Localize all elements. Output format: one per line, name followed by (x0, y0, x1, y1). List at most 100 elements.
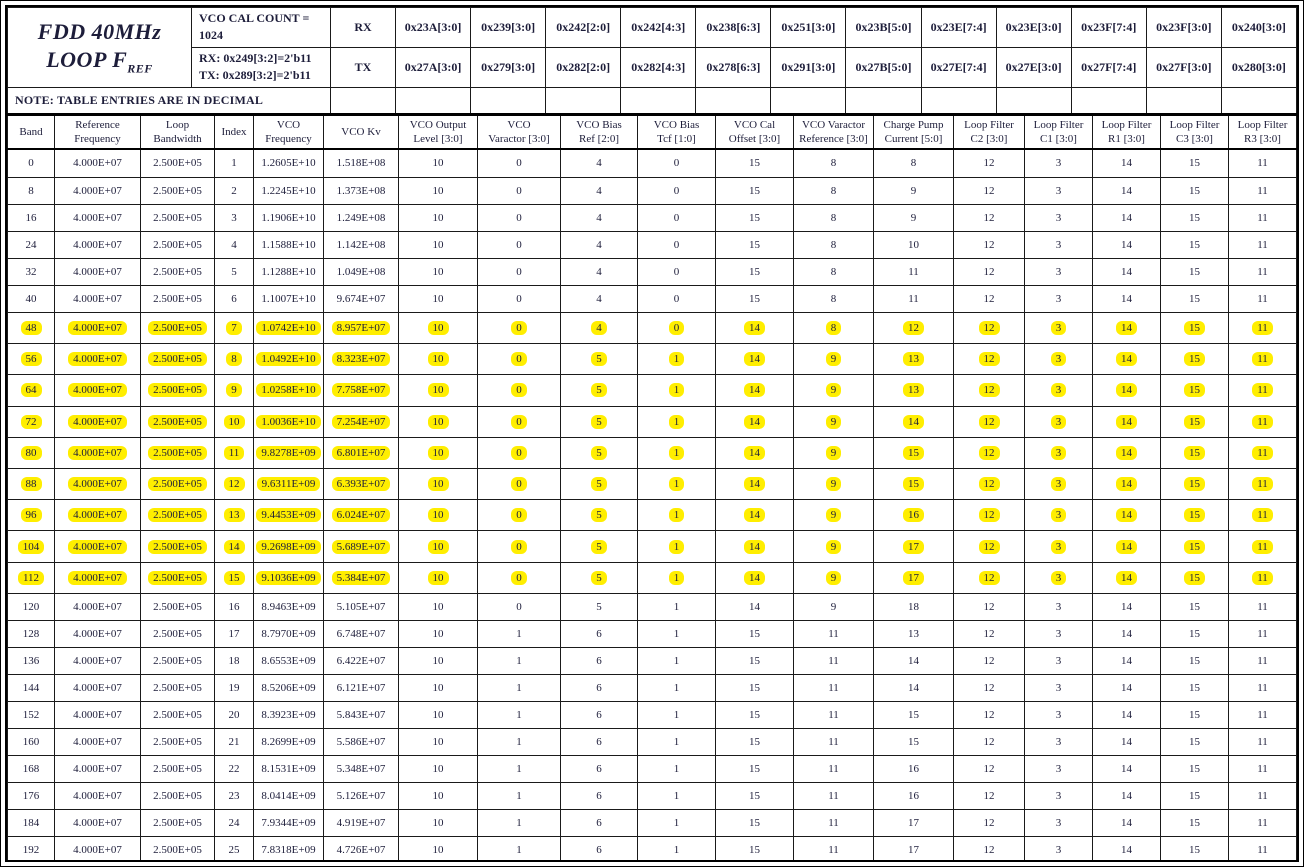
table-row: 8 4.000E+07 2.500E+05 2 1.2245E+10 1.373E+08 1… (7, 176, 1297, 205)
table-cell: 0 (637, 284, 716, 313)
table-cell: 12 (953, 809, 1025, 838)
table-cell: 12 (953, 436, 1025, 470)
table-cell: 16 (873, 499, 954, 532)
table-cell: 11 (793, 728, 874, 757)
cell-value: 5.348E+07 (336, 763, 386, 776)
table-cell: 15 (1160, 499, 1229, 532)
cell-value: 0 (516, 292, 522, 305)
cell-value: 10 (432, 844, 444, 857)
table-cell: 11 (1228, 755, 1297, 784)
column-header: VCO Output Level [3:0] (398, 115, 478, 151)
table-cell: 8 (793, 148, 874, 178)
empty-cell (545, 86, 622, 116)
table-cell: 14 (1092, 646, 1161, 675)
cell-value: 1.142E+08 (336, 238, 386, 251)
table-cell: 11 (793, 646, 874, 675)
band-cell: 168 (7, 755, 55, 784)
column-header: Index (214, 115, 254, 151)
cell-value: 3 (1050, 414, 1067, 429)
table-cell: 15 (715, 836, 794, 860)
table-cell: 15 (1160, 148, 1229, 178)
column-header: VCO Varactor [3:0] (477, 115, 561, 151)
table-cell: 7.9344E+09 (253, 809, 324, 838)
table-cell: 2.500E+05 (140, 530, 215, 563)
cell-value: 1 (516, 763, 522, 776)
cell-value: 14 (1116, 508, 1137, 523)
column-header: VCO Kv (323, 115, 399, 151)
cell-value: 4.000E+07 (73, 763, 122, 776)
cell-value: 11 (828, 681, 839, 694)
cell-value: 14 (1116, 539, 1137, 554)
cell-value: 5 (591, 570, 607, 585)
cell-value: 14 (744, 539, 765, 554)
cell-value: 4.000E+07 (68, 477, 127, 492)
table-cell: 2.500E+05 (140, 311, 215, 345)
cell-value: 1 (673, 763, 680, 776)
cell-value: 3 (1055, 844, 1062, 857)
table-cell: 6 (560, 755, 638, 784)
table-cell: 14 (1092, 836, 1161, 860)
cell-value: 72 (20, 414, 42, 429)
cell-value: 15 (1184, 570, 1205, 585)
cell-value: 6 (596, 844, 602, 857)
cell-value: 5 (591, 383, 607, 398)
cell-value: 17 (908, 817, 919, 830)
table-cell: 6 (560, 809, 638, 838)
table-cell: 10 (398, 592, 478, 621)
cell-value: 9 (830, 600, 837, 613)
cell-value: 9.4453E+09 (256, 508, 321, 523)
rx-register-cell: 0x242[4:3] (620, 7, 697, 48)
cell-value: 15 (1189, 763, 1200, 776)
cell-value: 12 (983, 790, 995, 803)
column-header: VCO Cal Offset [3:0] (715, 115, 794, 151)
cell-value: 14 (1116, 383, 1137, 398)
cell-value: 8 (830, 157, 837, 170)
table-cell: 4.000E+07 (54, 311, 141, 345)
table-cell: 12 (953, 755, 1025, 784)
table-cell: 11 (1228, 230, 1297, 259)
cell-value: 7.9344E+09 (261, 817, 316, 830)
cell-value: 4.000E+07 (73, 817, 122, 830)
cell-value: 14 (744, 477, 765, 492)
cell-value: 15 (1189, 681, 1200, 694)
table-cell: 2.500E+05 (140, 755, 215, 784)
table-cell: 24 (214, 809, 254, 838)
table-cell: 15 (1160, 405, 1229, 438)
table-cell: 4.000E+07 (54, 374, 141, 407)
table-row: 16 4.000E+07 2.500E+05 3 1.1906E+10 1.249E+08… (7, 203, 1297, 232)
cell-value: 10 (427, 383, 449, 398)
cell-value: 0 (673, 265, 680, 278)
table-cell: 17 (214, 619, 254, 648)
table-cell: 15 (1160, 374, 1229, 407)
table-cell: 1 (637, 374, 716, 407)
column-header: Band (7, 115, 55, 151)
cell-value: 2.500E+05 (148, 570, 207, 585)
cell-value: 15 (1189, 790, 1200, 803)
cell-value: 4.000E+07 (73, 600, 122, 613)
cell-value: 10 (427, 508, 449, 523)
table-cell: 5.689E+07 (323, 530, 399, 563)
table-cell: 14 (1092, 673, 1161, 703)
band-cell: 80 (7, 436, 55, 470)
table-cell: 10 (398, 405, 478, 438)
table-cell: 3 (1024, 343, 1093, 376)
cell-value: 10 (427, 321, 449, 336)
table-cell: 1 (214, 148, 254, 178)
table-row: 72 4.000E+07 2.500E+05 10 1.0036E+10 7.254E+0… (7, 405, 1297, 438)
cell-value: 3 (1050, 477, 1067, 492)
cell-value: 3 (1055, 184, 1062, 197)
table-cell: 1 (637, 619, 716, 648)
cell-value: 10 (432, 709, 444, 722)
table-cell: 14 (715, 374, 794, 407)
cell-value: 9.6311E+09 (256, 477, 321, 492)
cell-value: 12 (978, 508, 1000, 523)
table-cell: 1 (477, 646, 561, 675)
table-cell: 1 (637, 530, 716, 563)
table-cell: 5 (560, 592, 638, 621)
table-cell: 6 (560, 782, 638, 811)
column-header: Charge Pump Current [5:0] (873, 115, 954, 151)
table-cell: 2.500E+05 (140, 809, 215, 838)
cell-value: 12 (978, 445, 1000, 460)
cell-value: 4.000E+07 (73, 844, 122, 857)
table-cell: 11 (793, 836, 874, 860)
